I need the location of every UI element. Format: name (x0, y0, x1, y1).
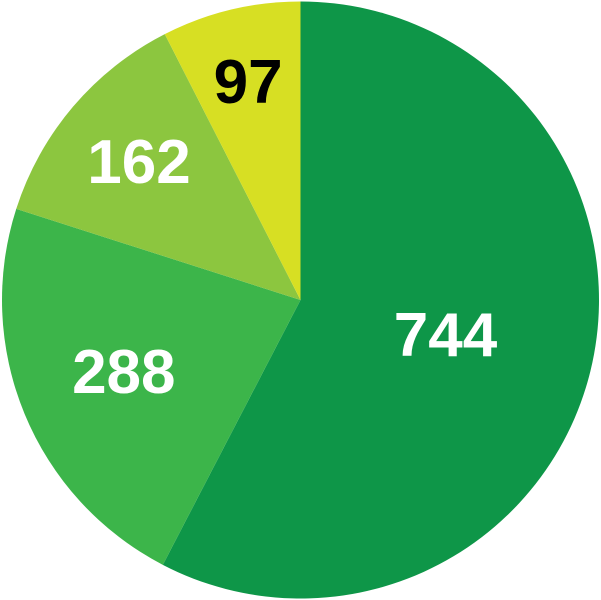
slice-value-label: 744 (394, 301, 498, 370)
pie-slice (164, 1, 301, 300)
slice-value-label: 97 (214, 48, 283, 117)
slice-value-label: 288 (72, 338, 175, 407)
pie-slice (16, 34, 301, 301)
pie-slice (162, 1, 600, 599)
slice-value-label: 162 (87, 128, 190, 197)
pie-slice (1, 208, 301, 565)
